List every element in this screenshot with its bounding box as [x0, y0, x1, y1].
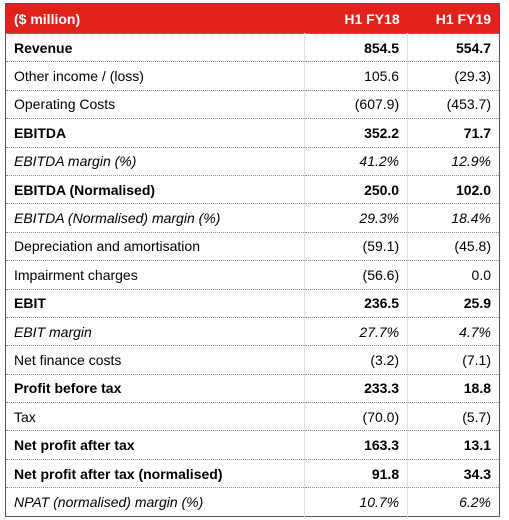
value-cell: 18.8	[407, 373, 500, 403]
value-cell: 4.7%	[407, 316, 500, 346]
table-row: Depreciation and amortisation (59.1) (45.8…	[5, 231, 500, 261]
label-cell: Impairment charges	[5, 260, 305, 290]
table-row: NPAT (normalised) margin (%) 10.7% 6.2%	[5, 487, 500, 517]
label-cell: EBIT margin	[5, 316, 305, 346]
label-cell: EBITDA	[5, 118, 305, 148]
label-cell: EBITDA (Normalised)	[5, 174, 305, 204]
table-row: Net profit after tax (normalised) 91.8 34.…	[5, 458, 500, 488]
value-cell: 29.3%	[304, 203, 408, 233]
label-cell: Net finance costs	[5, 345, 305, 375]
value-cell: 25.9	[407, 288, 500, 318]
label-cell: Other income / (loss)	[5, 61, 305, 91]
value-cell: 554.7	[407, 32, 500, 62]
label-cell: Depreciation and amortisation	[5, 231, 305, 261]
table-row: Net profit after tax 163.3 13.1	[5, 430, 500, 460]
label-cell: Net profit after tax (normalised)	[5, 458, 305, 488]
label-cell: Net profit after tax	[5, 430, 305, 460]
header-cell: ($ million)	[5, 3, 305, 34]
label-cell: EBITDA margin (%)	[5, 146, 305, 176]
value-cell: (607.9)	[304, 89, 408, 119]
header-cell: H1 FY18	[304, 3, 408, 34]
label-cell: EBITDA (Normalised) margin (%)	[5, 203, 305, 233]
value-cell: 71.7	[407, 118, 500, 148]
value-cell: 854.5	[304, 32, 408, 62]
label-cell: NPAT (normalised) margin (%)	[5, 487, 305, 517]
table-row: Operating Costs (607.9) (453.7)	[5, 89, 500, 119]
table-row: Revenue 854.5 554.7	[5, 32, 500, 62]
value-cell: 0.0	[407, 260, 500, 290]
value-cell: (5.7)	[407, 402, 500, 431]
label-cell: EBIT	[5, 288, 305, 318]
value-cell: 34.3	[407, 458, 500, 488]
table-row: Impairment charges (56.6) 0.0	[5, 260, 500, 290]
value-cell: 10.7%	[304, 487, 408, 517]
value-cell: 12.9%	[407, 146, 500, 176]
value-cell: (3.2)	[304, 345, 408, 375]
value-cell: (29.3)	[407, 61, 500, 91]
value-cell: (70.0)	[304, 402, 408, 431]
header-cell: H1 FY19	[407, 3, 500, 34]
value-cell: (59.1)	[304, 231, 408, 261]
table-row: Tax (70.0) (5.7)	[5, 402, 500, 431]
value-cell: 105.6	[304, 61, 408, 91]
value-cell: 18.4%	[407, 203, 500, 233]
label-cell: Revenue	[5, 32, 305, 62]
financial-table: ($ million) H1 FY18 H1 FY19 Revenue 854.5 55…	[5, 3, 500, 517]
table-row: EBITDA margin (%) 41.2% 12.9%	[5, 146, 500, 176]
value-cell: (453.7)	[407, 89, 500, 119]
value-cell: 352.2	[304, 118, 408, 148]
value-cell: 6.2%	[407, 487, 500, 517]
value-cell: (45.8)	[407, 231, 500, 261]
table-row: Other income / (loss) 105.6 (29.3)	[5, 61, 500, 91]
value-cell: 41.2%	[304, 146, 408, 176]
value-cell: 91.8	[304, 458, 408, 488]
table-row: EBITDA (Normalised) margin (%) 29.3% 18.4%	[5, 203, 500, 233]
table-row: EBITDA 352.2 71.7	[5, 118, 500, 148]
table-row: Profit before tax 233.3 18.8	[5, 373, 500, 403]
label-cell: Operating Costs	[5, 89, 305, 119]
value-cell: 233.3	[304, 373, 408, 403]
value-cell: (56.6)	[304, 260, 408, 290]
table-row: EBIT margin 27.7% 4.7%	[5, 316, 500, 346]
header-row: ($ million) H1 FY18 H1 FY19	[5, 3, 500, 34]
value-cell: 102.0	[407, 174, 500, 204]
label-cell: Profit before tax	[5, 373, 305, 403]
table-row: EBITDA (Normalised) 250.0 102.0	[5, 174, 500, 204]
value-cell: 163.3	[304, 430, 408, 460]
value-cell: 13.1	[407, 430, 500, 460]
table-row: Net finance costs (3.2) (7.1)	[5, 345, 500, 375]
label-cell: Tax	[5, 402, 305, 431]
value-cell: 250.0	[304, 174, 408, 204]
table-row: EBIT 236.5 25.9	[5, 288, 500, 318]
value-cell: 27.7%	[304, 316, 408, 346]
value-cell: 236.5	[304, 288, 408, 318]
value-cell: (7.1)	[407, 345, 500, 375]
